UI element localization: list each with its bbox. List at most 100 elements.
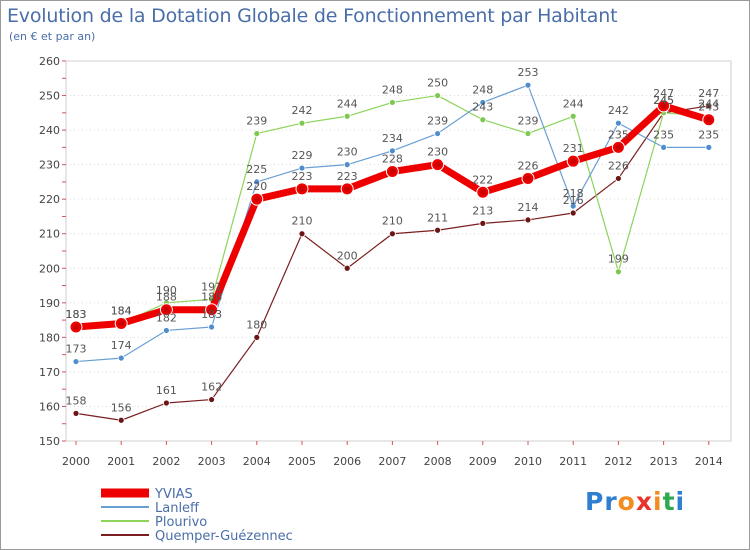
data-label-lanleff: 183 [201,308,222,321]
data-point-plourivo [253,130,261,137]
data-point-quemper-gu-zennec [388,230,396,238]
x-tick-label: 2009 [469,455,497,468]
data-point-quemper-gu-zennec [434,226,442,234]
data-label-yvias: 223 [292,170,313,183]
data-point-core-yvias [163,306,170,313]
series-layer [69,81,716,424]
data-point-core-yvias [73,324,79,330]
data-point-core-yvias [479,189,486,196]
x-tick-label: 2000 [62,455,90,468]
data-label-plourivo: 244 [337,97,358,110]
data-point-core-yvias [525,175,531,182]
data-label-lanleff: 242 [608,104,629,117]
data-label-plourivo: 183 [66,308,87,321]
data-point-core-yvias [705,116,712,123]
data-label-lanleff: 218 [563,187,584,200]
data-label-plourivo: 239 [246,115,267,128]
y-tick-label: 250 [39,90,60,103]
data-label-quemper-gu-zennec: 161 [156,384,177,397]
legend-label-yvias: YVIAS [154,487,193,502]
x-tick-label: 2005 [288,455,316,468]
data-label-plourivo: 250 [427,77,448,90]
x-tick-label: 2007 [378,455,406,468]
y-tick-label: 230 [39,159,60,172]
data-point-plourivo [524,130,532,137]
legend-label-quemper-gu-zennec: Quemper-Guézennec [155,529,293,544]
data-point-lanleff [162,327,170,334]
x-tick-label: 2013 [650,455,678,468]
data-label-plourivo: 248 [382,83,403,96]
data-label-plourivo: 244 [698,97,719,110]
data-label-quemper-gu-zennec: 226 [608,159,629,172]
data-label-quemper-gu-zennec: 158 [66,394,87,407]
data-point-lanleff [298,164,306,172]
data-label-lanleff: 229 [292,149,313,162]
data-point-lanleff [660,143,667,151]
data-point-lanleff [343,161,351,169]
y-tick-label: 200 [39,262,60,275]
data-label-yvias: 183 [66,308,87,321]
data-label-yvias: 184 [111,305,132,318]
data-label-lanleff: 235 [698,128,719,141]
data-point-lanleff [72,358,80,365]
data-label-yvias: 247 [653,87,674,100]
data-label-lanleff: 235 [653,128,674,141]
data-point-lanleff [253,178,261,186]
data-point-plourivo [569,112,577,120]
data-point-plourivo [434,92,442,99]
data-point-quemper-gu-zennec [615,175,622,182]
data-label-plourivo: 245 [653,94,674,107]
data-point-lanleff [524,81,532,89]
data-label-yvias: 222 [472,173,493,186]
data-point-plourivo [479,116,487,124]
data-label-lanleff: 253 [518,66,539,79]
x-tick-label: 2010 [514,455,542,468]
data-label-quemper-gu-zennec: 247 [698,87,719,100]
data-label-quemper-gu-zennec: 200 [337,249,358,262]
data-point-lanleff [388,147,396,155]
data-point-core-yvias [208,306,215,313]
data-label-yvias: 243 [698,101,719,114]
data-label-yvias: 226 [518,159,539,172]
data-label-yvias: 188 [201,291,222,304]
data-point-quemper-gu-zennec [298,230,306,238]
data-label-quemper-gu-zennec: 162 [201,381,222,394]
data-point-plourivo [388,99,396,106]
data-label-quemper-gu-zennec: 216 [563,194,584,207]
data-point-lanleff [615,119,622,127]
data-label-plourivo: 239 [518,115,539,128]
data-point-plourivo [343,112,351,120]
data-point-lanleff [434,130,442,137]
data-point-core-yvias [570,158,577,165]
grid-layer [65,60,732,442]
data-label-yvias: 220 [246,180,267,193]
data-label-lanleff: 174 [111,339,132,352]
proxiti-logo: Proxiti [585,487,686,516]
data-label-yvias: 231 [563,142,584,155]
data-label-lanleff: 182 [156,311,177,324]
data-point-lanleff [569,202,577,210]
x-tick-label: 2002 [152,455,180,468]
axis-layer: 150 160 170 180 190 200 210 220 230 240 250 260 2000… [39,55,723,468]
x-tick-label: 2011 [559,455,587,468]
data-label-quemper-gu-zennec: 213 [472,204,493,217]
x-tick-label: 2003 [198,455,226,468]
data-label-plourivo: 184 [111,305,132,318]
data-label-quemper-gu-zennec: 210 [292,215,313,228]
data-point-plourivo [298,119,306,127]
data-label-yvias: 235 [608,128,629,141]
data-point-core-yvias [344,185,351,192]
data-point-quemper-gu-zennec [72,409,80,417]
data-label-lanleff: 225 [246,163,267,176]
label-layer: 158 156 161 162 180 210 200 210 211 213 214 216 226 2… [66,66,720,414]
x-tick-label: 2004 [243,455,271,468]
data-label-quemper-gu-zennec: 180 [246,318,267,331]
data-label-quemper-gu-zennec: 245 [653,94,674,107]
data-point-core-yvias [660,102,667,109]
data-label-quemper-gu-zennec: 210 [382,215,403,228]
data-label-plourivo: 242 [292,104,313,117]
y-tick-label: 210 [39,228,60,241]
